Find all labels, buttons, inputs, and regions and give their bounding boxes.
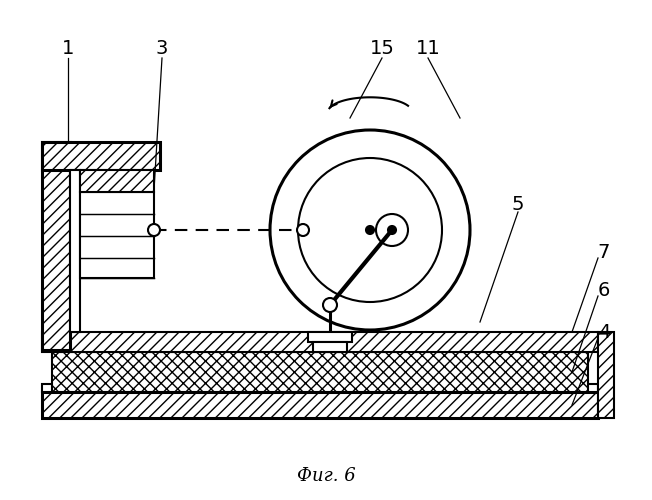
Bar: [42, 332, 598, 352]
Text: 3: 3: [156, 38, 168, 58]
Bar: [313, 342, 347, 352]
Text: Фиг. 6: Фиг. 6: [297, 467, 355, 485]
Bar: [598, 332, 614, 418]
Text: 6: 6: [598, 280, 610, 299]
Circle shape: [270, 130, 470, 330]
Text: 1: 1: [62, 38, 74, 58]
Text: 15: 15: [370, 38, 394, 58]
Text: 5: 5: [512, 194, 524, 214]
Circle shape: [388, 226, 396, 234]
Bar: [42, 384, 598, 392]
Bar: [42, 142, 160, 170]
Circle shape: [366, 226, 374, 234]
Circle shape: [298, 158, 442, 302]
Circle shape: [148, 224, 160, 236]
Circle shape: [323, 298, 337, 312]
Text: 4: 4: [598, 322, 610, 342]
Bar: [80, 192, 154, 278]
Text: 11: 11: [415, 38, 440, 58]
Circle shape: [376, 214, 408, 246]
Circle shape: [297, 224, 309, 236]
Bar: [42, 142, 70, 350]
Bar: [52, 352, 588, 392]
Bar: [70, 170, 80, 332]
Bar: [308, 332, 352, 342]
Text: 7: 7: [598, 242, 610, 262]
Bar: [80, 170, 154, 192]
Bar: [42, 392, 598, 418]
